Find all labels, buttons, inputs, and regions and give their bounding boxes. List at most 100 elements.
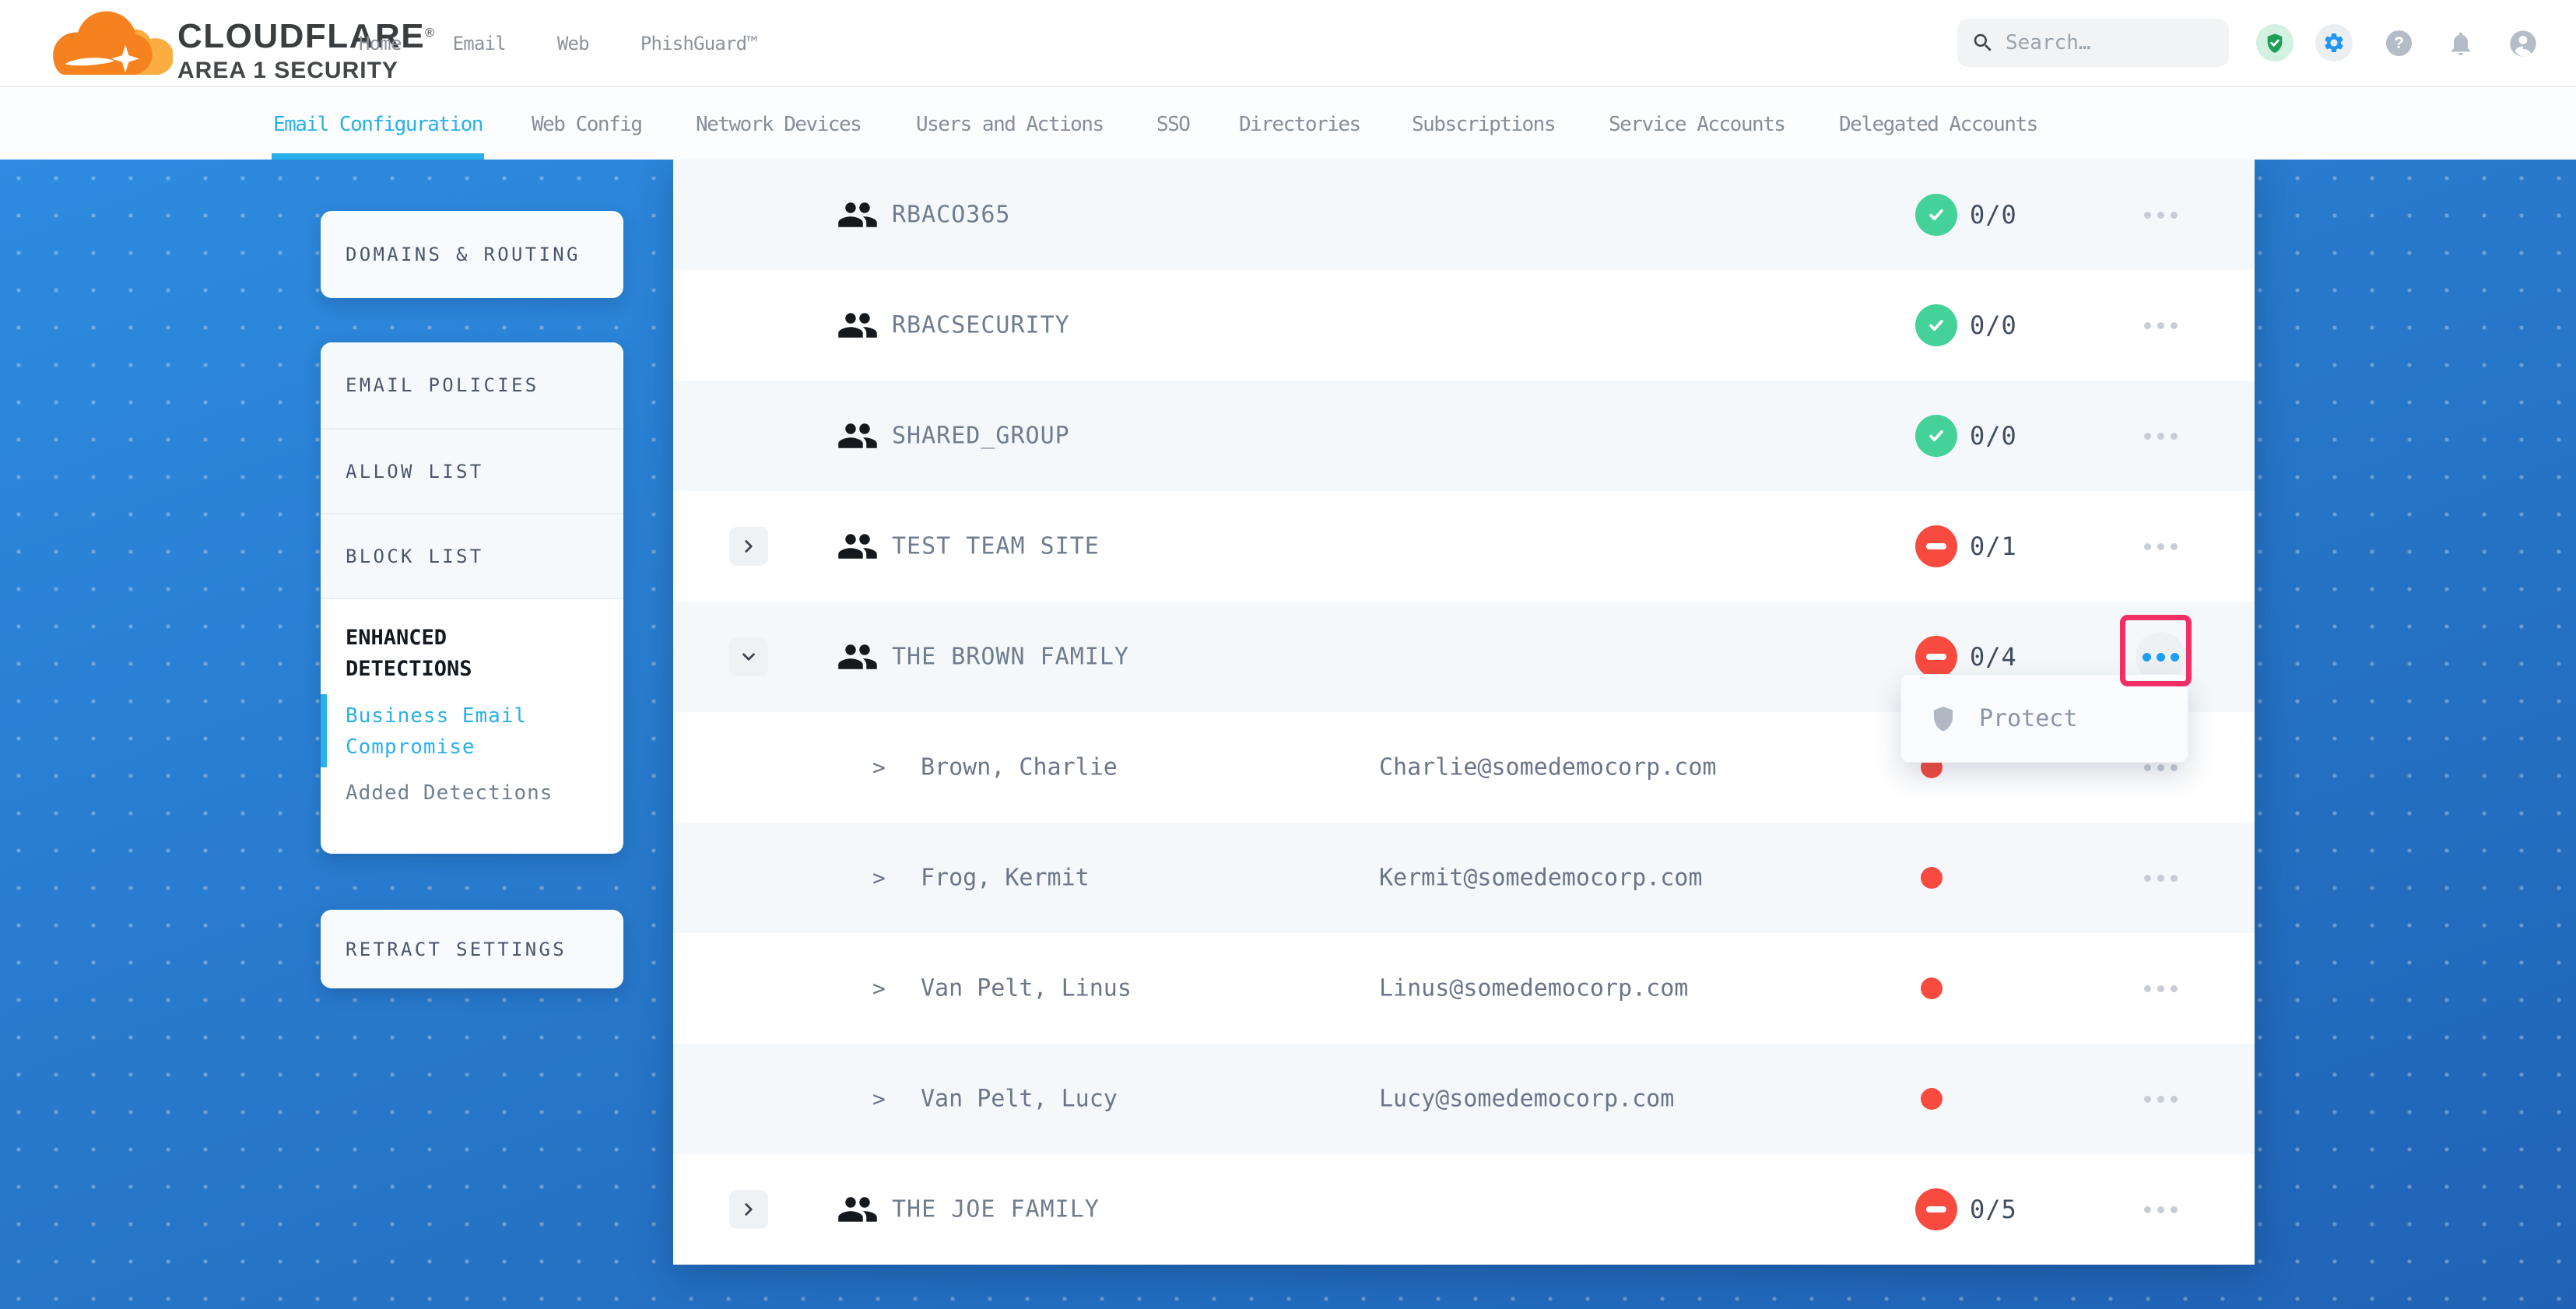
member-email: Linus@somedemocorp.com [1379, 974, 1689, 1002]
status-check-icon [1915, 304, 1957, 346]
header-nav-home[interactable]: Home [359, 33, 402, 54]
member-chevron-icon[interactable]: > [872, 975, 886, 1002]
protected-count: 0/1 [1970, 532, 2017, 561]
row-overflow-menu-button[interactable] [2129, 184, 2192, 246]
sidebar-item-label: BLOCK LIST [346, 545, 484, 567]
tab-sso[interactable]: SSO [1156, 112, 1191, 136]
status-check-icon [1915, 415, 1957, 457]
search-input[interactable] [2006, 31, 2200, 54]
status-dot-blocked [1921, 867, 1943, 889]
tab-network-devices[interactable]: Network Devices [696, 112, 862, 136]
group-name[interactable]: RBACSECURITY [892, 311, 1070, 339]
row-overflow-menu-button[interactable] [2129, 736, 2192, 798]
member-name[interactable]: Van Pelt, Linus [921, 974, 1132, 1002]
brand-text: CLOUDFLARE® AREA 1 SECURITY [177, 17, 434, 84]
tab-email-configuration[interactable]: Email Configuration [272, 89, 484, 160]
table-row-member: > Van Pelt, Lucy Lucy@somedemocorp.com [673, 1044, 2255, 1154]
group-icon [837, 525, 879, 567]
sidebar-item-label: RETRACT SETTINGS [346, 938, 567, 960]
expand-row-button[interactable] [729, 1190, 768, 1229]
row-overflow-menu-button[interactable] [2129, 1068, 2192, 1130]
help-icon[interactable]: ? [2386, 30, 2412, 56]
member-name[interactable]: Brown, Charlie [921, 753, 1118, 781]
protect-menu-item[interactable]: Protect [1979, 704, 2078, 732]
table-row-member: > Van Pelt, Linus Linus@somedemocorp.com [673, 933, 2255, 1044]
group-icon [837, 1188, 879, 1230]
avatar-icon[interactable] [2508, 28, 2539, 59]
tab-service-accounts[interactable]: Service Accounts [1609, 112, 1786, 136]
search-box[interactable] [1957, 19, 2229, 67]
tab-subscriptions[interactable]: Subscriptions [1412, 112, 1556, 136]
sidebar-item-label: ALLOW LIST [346, 460, 484, 483]
group-name[interactable]: SHARED_GROUP [892, 422, 1070, 450]
bell-icon[interactable] [2447, 30, 2475, 58]
member-email: Lucy@somedemocorp.com [1379, 1085, 1675, 1113]
protected-count: 0/4 [1970, 642, 2017, 672]
row-overflow-menu-button[interactable] [2129, 957, 2192, 1019]
status-minus-icon [1915, 1188, 1957, 1230]
row-overflow-menu-button[interactable] [2136, 632, 2185, 682]
member-chevron-icon[interactable]: > [872, 865, 886, 891]
tab-delegated-accounts[interactable]: Delegated Accounts [1839, 112, 2038, 136]
registered-mark: ® [425, 26, 434, 40]
row-overflow-menu-button[interactable] [2129, 405, 2192, 467]
table-row-group: RBACSECURITY 0/0 [673, 270, 2255, 381]
sidebar-item-domains-routing[interactable]: DOMAINS & ROUTING [321, 211, 623, 298]
table-row-group: SHARED_GROUP 0/0 [673, 381, 2255, 491]
group-icon [837, 636, 879, 678]
sidebar-section-enhanced-detections[interactable]: ENHANCED DETECTIONS [346, 626, 472, 681]
table-row-member: > Frog, Kermit Kermit@somedemocorp.com [673, 823, 2255, 933]
table-row-group: RBACO365 0/0 [673, 160, 2255, 270]
sidebar-item-retract-settings[interactable]: RETRACT SETTINGS [321, 910, 623, 988]
row-overflow-menu-button[interactable] [2129, 847, 2192, 909]
table-row-group: THE JOE FAMILY 0/5 [673, 1154, 2255, 1265]
search-icon [1974, 33, 1992, 51]
group-name[interactable]: TEST TEAM SITE [892, 532, 1100, 560]
sidebar-item-added-detections[interactable]: Added Detections [346, 781, 553, 805]
header-nav-email[interactable]: Email [452, 33, 507, 54]
member-email: Charlie@somedemocorp.com [1379, 753, 1717, 781]
expand-row-button[interactable] [729, 527, 768, 566]
protected-count: 0/0 [1970, 311, 2017, 340]
member-name[interactable]: Frog, Kermit [921, 864, 1090, 892]
member-email: Kermit@somedemocorp.com [1379, 864, 1703, 892]
row-overflow-menu-button[interactable] [2129, 515, 2192, 577]
sidebar-policies-card: EMAIL POLICIES ALLOW LIST BLOCK LIST ENH… [321, 342, 623, 854]
tab-users-and-actions[interactable]: Users and Actions [916, 112, 1104, 136]
row-overflow-menu-button[interactable] [2129, 294, 2192, 356]
header-nav-web[interactable]: Web [556, 33, 590, 54]
gear-icon[interactable] [2315, 24, 2353, 61]
member-chevron-icon[interactable]: > [872, 754, 886, 781]
header-nav: Home Email Web PhishGuard™ [359, 0, 758, 87]
group-icon [837, 304, 879, 346]
shield-check-icon[interactable] [2256, 24, 2293, 61]
annotation-highlight-box [2120, 615, 2192, 686]
sidebar-item-block-list[interactable]: BLOCK LIST [321, 514, 623, 599]
header-nav-phishguard[interactable]: PhishGuard™ [640, 33, 758, 54]
group-name[interactable]: THE JOE FAMILY [892, 1195, 1100, 1223]
sidebar-item-allow-list[interactable]: ALLOW LIST [321, 430, 623, 514]
status-check-icon [1915, 194, 1957, 236]
group-name[interactable]: THE BROWN FAMILY [892, 643, 1129, 671]
sidebar-item-business-email-compromise[interactable]: Business Email Compromise [321, 690, 554, 772]
protected-count: 0/0 [1970, 200, 2017, 230]
tab-web-config[interactable]: Web Config [532, 112, 643, 136]
group-name[interactable]: RBACO365 [892, 201, 1011, 229]
sidebar-item-label: DOMAINS & ROUTING [346, 244, 581, 265]
group-icon [837, 194, 879, 236]
table-row-group: TEST TEAM SITE 0/1 [673, 491, 2255, 602]
tab-directories[interactable]: Directories [1239, 112, 1361, 136]
row-context-menu[interactable]: Protect [1900, 674, 2188, 763]
brand-name: CLOUDFLARE [177, 17, 426, 55]
status-minus-icon [1915, 525, 1957, 567]
collapse-row-button[interactable] [729, 637, 768, 676]
brand-subtitle: AREA 1 SECURITY [177, 58, 398, 83]
row-overflow-menu-button[interactable] [2129, 1178, 2192, 1241]
shield-icon [1934, 707, 1953, 732]
member-name[interactable]: Van Pelt, Lucy [921, 1085, 1118, 1113]
sidebar-item-label: EMAIL POLICIES [346, 374, 539, 396]
member-chevron-icon[interactable]: > [872, 1086, 886, 1112]
sidebar-item-email-policies[interactable]: EMAIL POLICIES [321, 342, 623, 430]
cloudflare-cloud-logo-icon [53, 11, 173, 75]
